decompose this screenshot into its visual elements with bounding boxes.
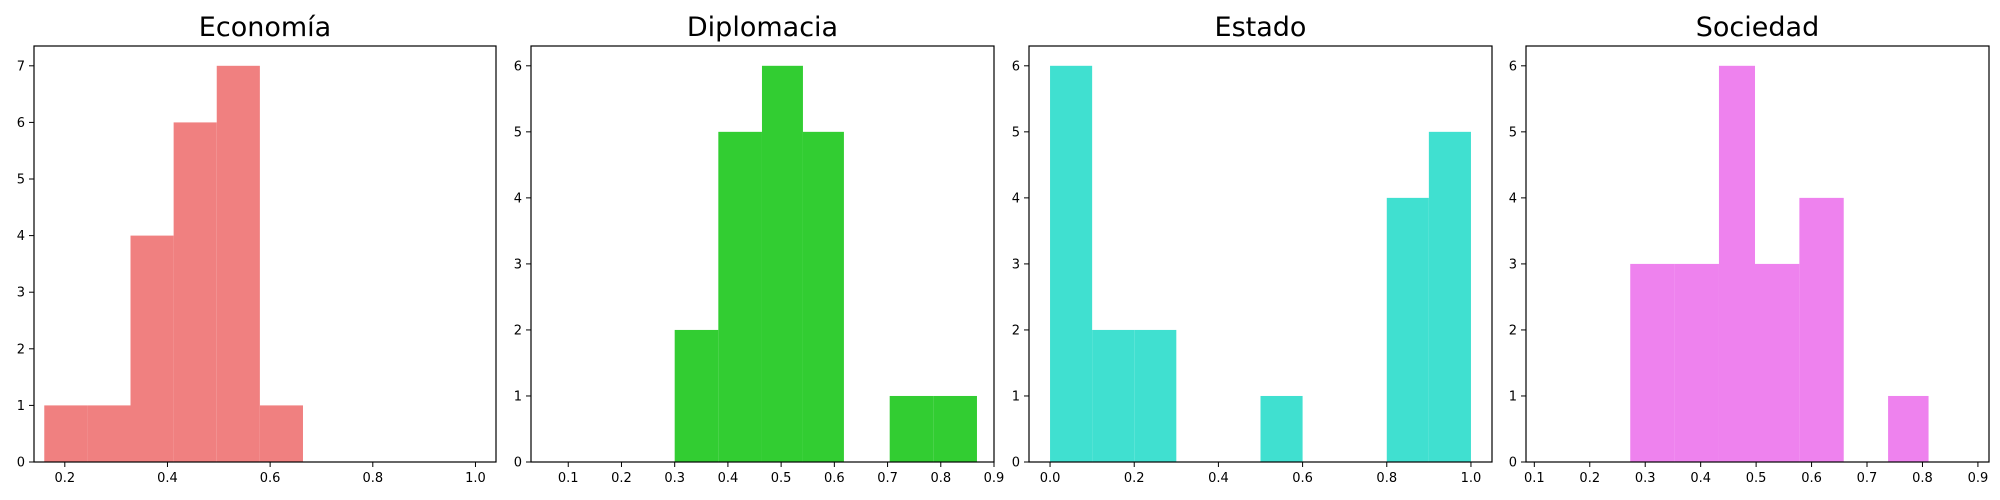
x-tick-label: 0.8 <box>362 471 383 486</box>
histogram-bar <box>1050 65 1093 463</box>
histogram-panel-0: 0.2 0.4 0.6 0.8 1.0 0 1 2 3 4 5 6 7 Economía <box>17 12 497 486</box>
histogram-bar <box>173 122 217 462</box>
y-tick-label: 2 <box>514 323 522 338</box>
chart-title: Diplomacia <box>687 12 838 43</box>
histogram-bar <box>87 405 131 462</box>
y-tick-label: 2 <box>1012 323 1020 338</box>
x-tick-label: 0.6 <box>260 471 281 486</box>
axes-frame <box>530 45 995 463</box>
histogram-bar <box>1718 65 1756 463</box>
x-tick-label: 0.9 <box>1968 471 1989 486</box>
histogram-bar <box>674 329 719 462</box>
histogram-bar <box>1630 263 1675 462</box>
histogram-bar <box>44 405 88 462</box>
x-tick-label: 0.0 <box>1040 471 1061 486</box>
histogram-panel-1: 0.1 0.2 0.3 0.4 0.5 0.6 0.7 0.8 0.9 0 1 2 3 4 5 6 Diplom… <box>514 12 1005 486</box>
y-tick-label: 4 <box>1012 191 1020 206</box>
y-tick-label: 0 <box>1012 456 1020 471</box>
x-tick-label: 0.8 <box>1912 471 1933 486</box>
histogram-bar <box>933 395 977 462</box>
x-tick-label: 0.6 <box>1801 471 1822 486</box>
histogram-bar <box>1134 329 1177 462</box>
x-tick-label: 0.3 <box>664 471 685 486</box>
y-tick-label: 0 <box>514 456 522 471</box>
axes-frame <box>1028 45 1493 463</box>
histogram-bar <box>1888 395 1929 462</box>
y-tick-label: 4 <box>514 191 522 206</box>
histogram-bar <box>1428 131 1471 463</box>
y-tick-label: 3 <box>17 286 25 301</box>
x-tick-label: 0.4 <box>1208 471 1229 486</box>
x-tick-label: 0.9 <box>984 471 1005 486</box>
x-tick-label: 0.2 <box>1124 471 1145 486</box>
x-tick-label: 1.0 <box>465 471 486 486</box>
y-tick-label: 1 <box>17 399 25 414</box>
histogram-bar <box>718 131 762 463</box>
chart-title: Economía <box>199 12 331 43</box>
histogram-bar <box>761 65 803 463</box>
y-tick-label: 2 <box>17 342 25 357</box>
x-tick-label: 0.7 <box>1857 471 1878 486</box>
y-tick-label: 3 <box>1012 257 1020 272</box>
x-tick-label: 0.6 <box>824 471 845 486</box>
histogram-bar <box>802 131 844 463</box>
histogram-bar <box>259 405 303 462</box>
y-tick-label: 2 <box>1509 323 1517 338</box>
histogram-bar <box>1674 263 1719 462</box>
histogram-bar <box>1092 329 1135 462</box>
y-tick-label: 3 <box>514 257 522 272</box>
x-tick-label: 0.2 <box>54 471 75 486</box>
y-tick-label: 5 <box>1012 125 1020 140</box>
x-tick-label: 0.6 <box>1292 471 1313 486</box>
axes-frame <box>1525 45 1990 463</box>
x-tick-label: 0.1 <box>558 471 579 486</box>
y-tick-label: 5 <box>17 173 25 188</box>
x-tick-label: 0.4 <box>157 471 178 486</box>
x-tick-label: 0.2 <box>1579 471 1600 486</box>
histogram-bar <box>216 65 260 463</box>
x-tick-label: 1.0 <box>1461 471 1482 486</box>
chart-title: Estado <box>1215 12 1307 43</box>
histogram-bar <box>130 235 174 462</box>
x-tick-label: 0.4 <box>718 471 739 486</box>
y-tick-label: 0 <box>17 456 25 471</box>
y-tick-label: 7 <box>17 59 25 74</box>
histogram-bar <box>1755 263 1800 462</box>
histogram-bar <box>1260 395 1303 462</box>
x-tick-label: 0.8 <box>1376 471 1397 486</box>
y-tick-label: 1 <box>1012 389 1020 404</box>
x-tick-label: 0.3 <box>1635 471 1656 486</box>
histogram-panel-2: 0.0 0.2 0.4 0.6 0.8 1.0 0 1 2 3 4 5 6 Estado <box>1012 12 1493 486</box>
y-tick-label: 1 <box>514 389 522 404</box>
x-tick-label: 0.2 <box>611 471 632 486</box>
y-tick-label: 0 <box>1509 456 1517 471</box>
x-tick-label: 0.5 <box>771 471 792 486</box>
y-tick-label: 5 <box>1509 125 1517 140</box>
histogram-bar <box>1799 197 1844 462</box>
chart-title: Sociedad <box>1696 12 1819 43</box>
y-tick-label: 5 <box>514 125 522 140</box>
histogram-bar <box>1386 197 1429 462</box>
y-tick-label: 4 <box>17 229 25 244</box>
x-tick-label: 0.5 <box>1746 471 1767 486</box>
y-tick-label: 1 <box>1509 389 1517 404</box>
x-tick-label: 0.7 <box>877 471 898 486</box>
histogram-bar <box>889 395 934 462</box>
y-tick-label: 6 <box>1012 59 1020 74</box>
x-tick-label: 0.8 <box>930 471 951 486</box>
y-tick-label: 4 <box>1509 191 1517 206</box>
y-tick-label: 6 <box>1509 59 1517 74</box>
histogram-panel-3: 0.1 0.2 0.3 0.4 0.5 0.6 0.7 0.8 0.9 0 1 2 3 4 5 6 Socied… <box>1509 12 1990 486</box>
y-tick-label: 6 <box>17 116 25 131</box>
x-tick-label: 0.4 <box>1690 471 1711 486</box>
y-tick-label: 6 <box>514 59 522 74</box>
y-tick-label: 3 <box>1509 257 1517 272</box>
axes-frame <box>33 45 497 463</box>
x-tick-label: 0.1 <box>1524 471 1545 486</box>
